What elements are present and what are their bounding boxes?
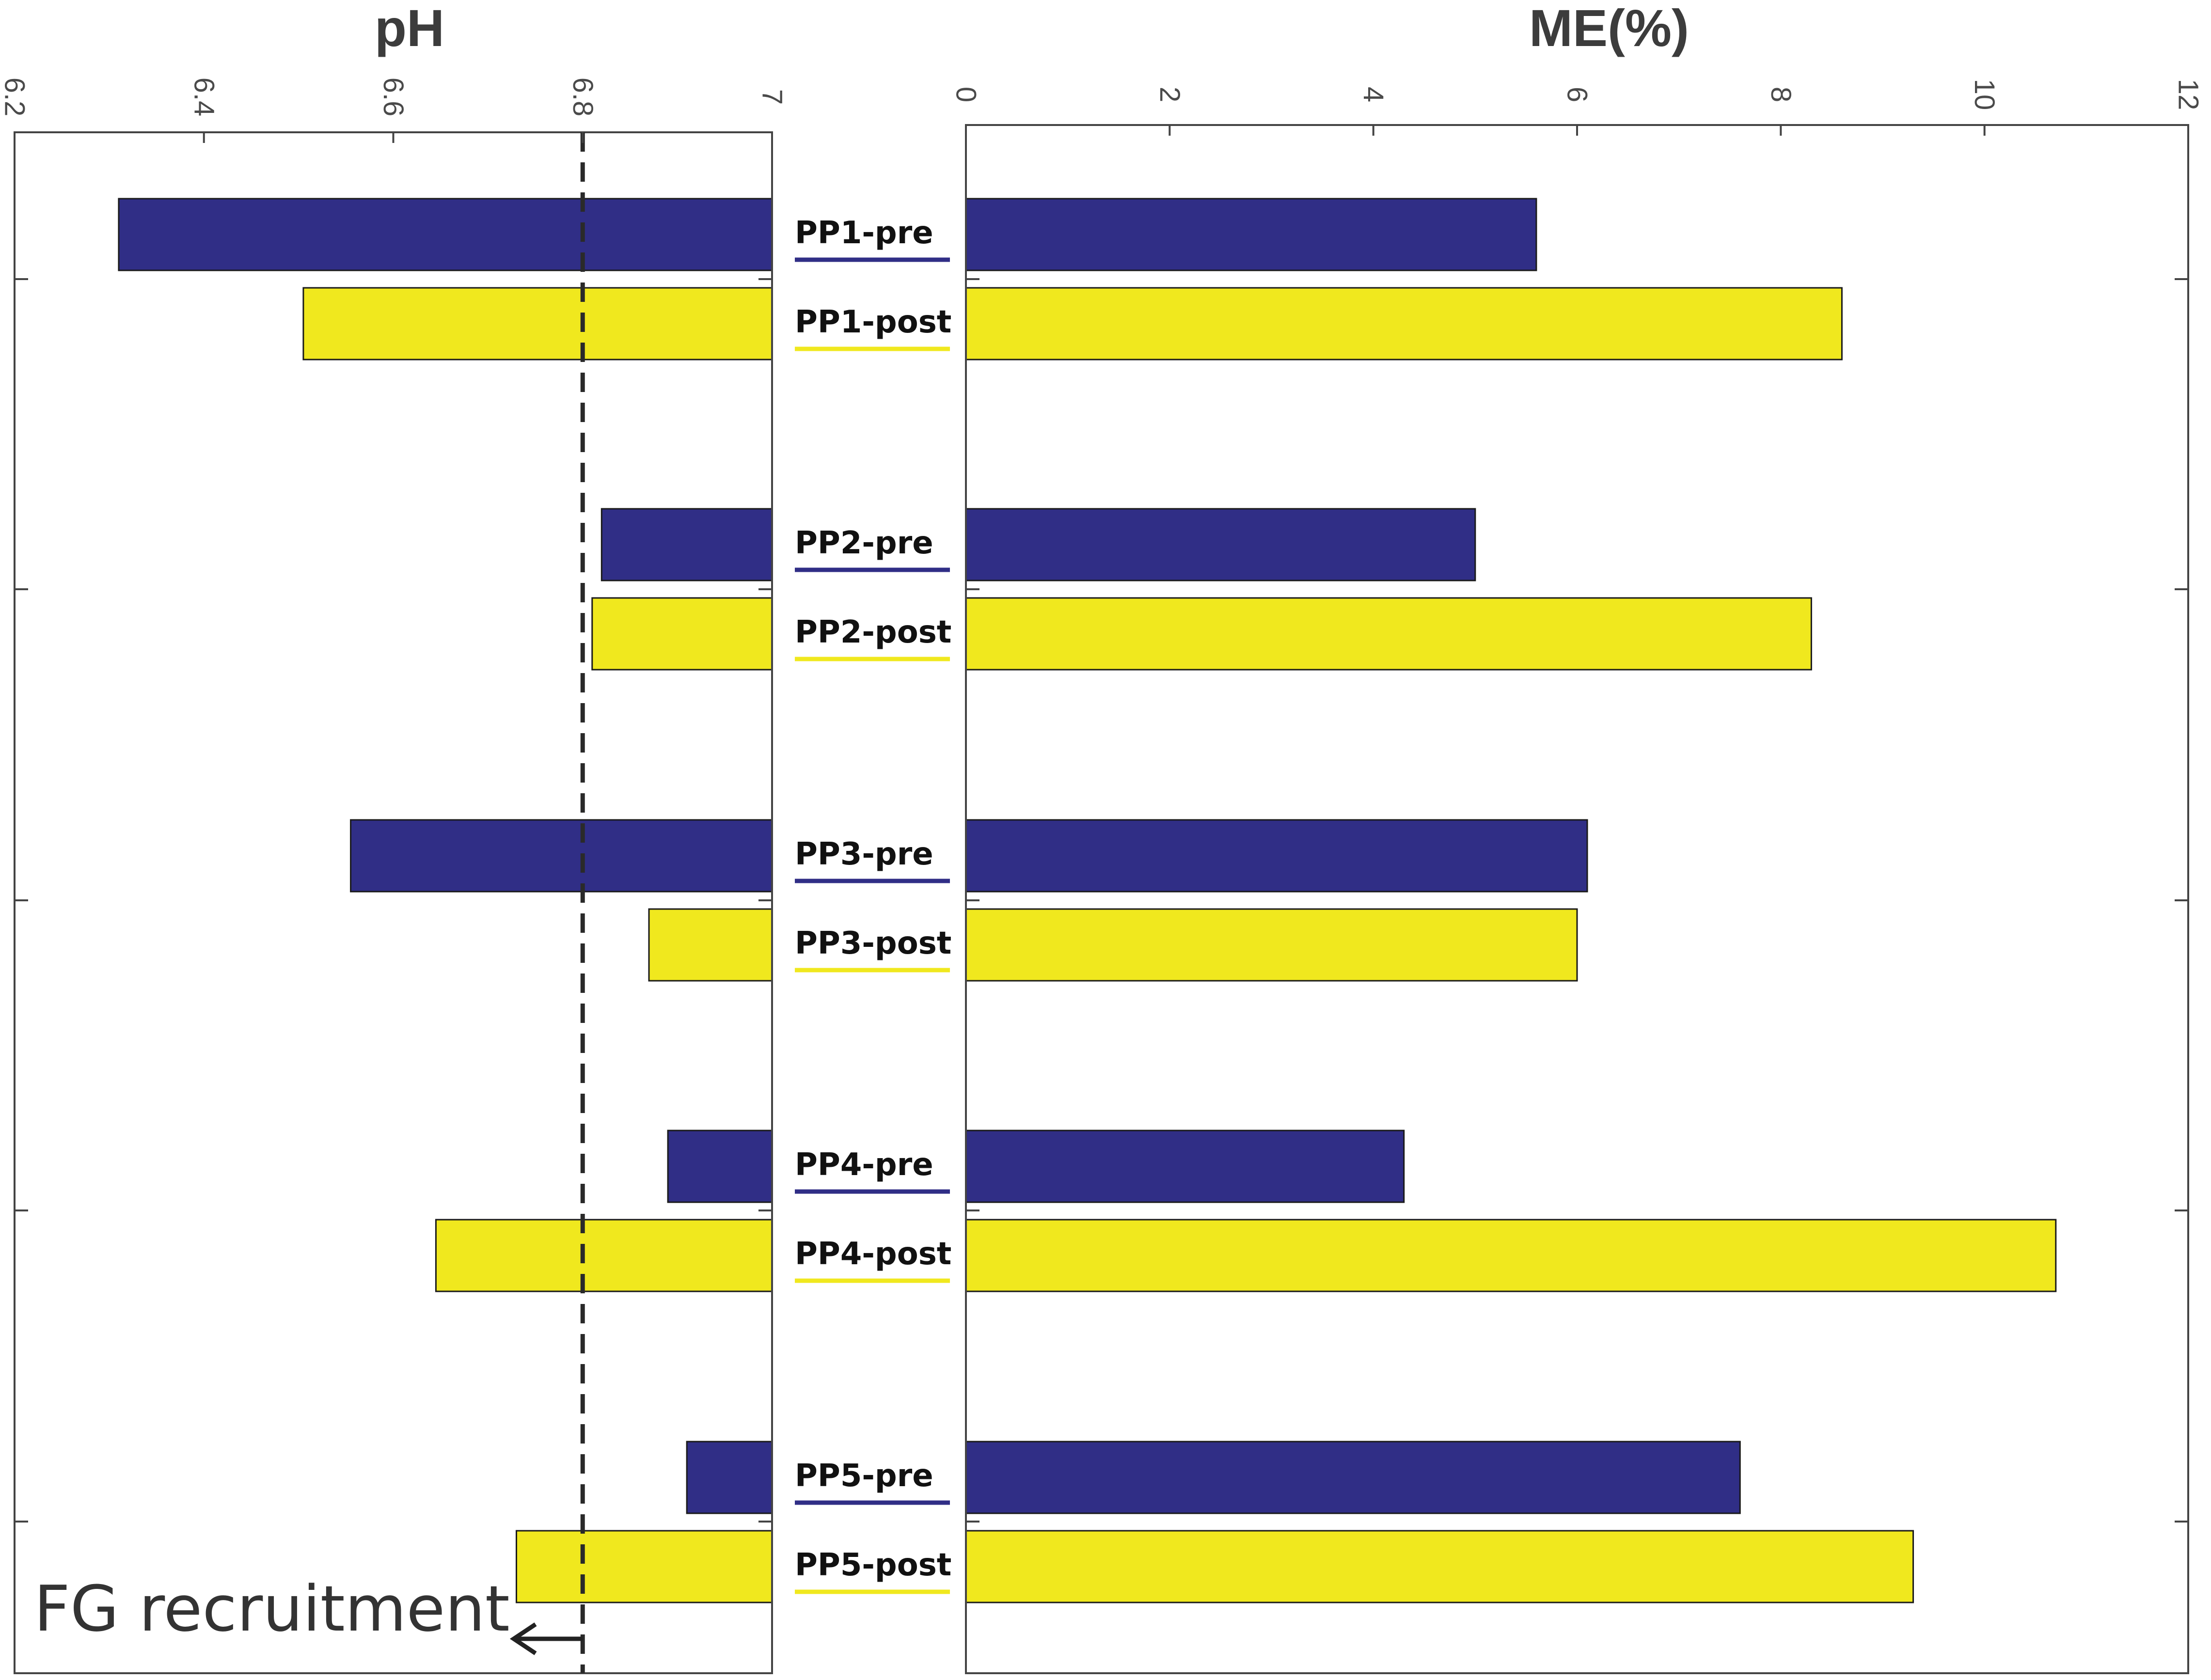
me-bar-pp3-pre bbox=[965, 819, 1588, 893]
ph-tick-label: 6.4 bbox=[188, 78, 220, 117]
ph-bar-pp1-post bbox=[302, 287, 773, 361]
ph-tick-label: 6.2 bbox=[0, 78, 31, 117]
ph-bar-pp4-pre bbox=[667, 1130, 773, 1203]
me-bar-pp5-pre bbox=[965, 1441, 1741, 1514]
category-label: PP4-pre bbox=[795, 1147, 933, 1183]
category-label: PP5-pre bbox=[795, 1458, 933, 1494]
ph-axes: 6.2 6.4 6.6 6.8 7 bbox=[0, 78, 788, 1674]
ph-bar-pp5-post bbox=[515, 1530, 773, 1603]
arrow-head bbox=[509, 1622, 537, 1655]
category-label: PP2-post bbox=[795, 614, 951, 650]
ph-axes-frame bbox=[14, 131, 773, 1674]
me-tick-label: 8 bbox=[1765, 87, 1797, 102]
ph-tick-label: 7 bbox=[757, 89, 788, 105]
me-tick-label: 12 bbox=[2173, 79, 2204, 110]
me-tick-label: 2 bbox=[1154, 87, 1185, 102]
category-label: PP1-post bbox=[795, 304, 951, 340]
ph-bar-pp2-post bbox=[591, 597, 773, 671]
me-bar-pp1-post bbox=[965, 287, 1843, 361]
me-tick-label: 6 bbox=[1562, 87, 1593, 102]
ph-tick-label: 6.6 bbox=[378, 78, 409, 117]
left-arrow-icon bbox=[509, 1622, 583, 1655]
ph-tick-label: 6.8 bbox=[567, 78, 599, 117]
me-bar-pp5-post bbox=[965, 1530, 1914, 1603]
me-tick-label: 4 bbox=[1358, 87, 1389, 102]
me-bar-pp3-post bbox=[965, 908, 1578, 982]
me-tick-label: 0 bbox=[950, 87, 982, 102]
ph-bar-pp1-pre bbox=[118, 198, 773, 271]
ph-bar-pp3-post bbox=[648, 908, 773, 982]
ph-bar-pp3-pre bbox=[350, 819, 773, 893]
category-label: PP5-post bbox=[795, 1547, 951, 1583]
ph-bar-pp5-pre bbox=[686, 1441, 773, 1514]
category-label: PP4-post bbox=[795, 1236, 951, 1272]
category-labels: PP1-pre PP1-post PP2-pre PP2-post PP3-pre PP3… bbox=[795, 215, 951, 1594]
me-tick-label: 10 bbox=[1969, 79, 2000, 110]
me-bar-pp4-pre bbox=[965, 1130, 1405, 1203]
category-label: PP2-pre bbox=[795, 525, 933, 561]
me-axes: 0 2 4 6 8 10 12 bbox=[950, 79, 2204, 1674]
category-label: PP1-pre bbox=[795, 215, 933, 251]
me-title: ME(%) bbox=[1529, 0, 1689, 57]
me-bar-pp2-pre bbox=[965, 508, 1476, 581]
me-bar-pp1-pre bbox=[965, 198, 1537, 271]
ph-bar-pp2-pre bbox=[600, 508, 773, 581]
ph-bar-pp4-post bbox=[435, 1219, 773, 1292]
category-label: PP3-post bbox=[795, 926, 951, 961]
me-bar-pp4-post bbox=[965, 1219, 2057, 1292]
me-bar-pp2-post bbox=[965, 597, 1812, 671]
category-label: PP3-pre bbox=[795, 836, 933, 872]
ph-title: pH bbox=[375, 0, 444, 57]
fg-recruitment-annotation: FG recruitment bbox=[34, 1572, 510, 1646]
